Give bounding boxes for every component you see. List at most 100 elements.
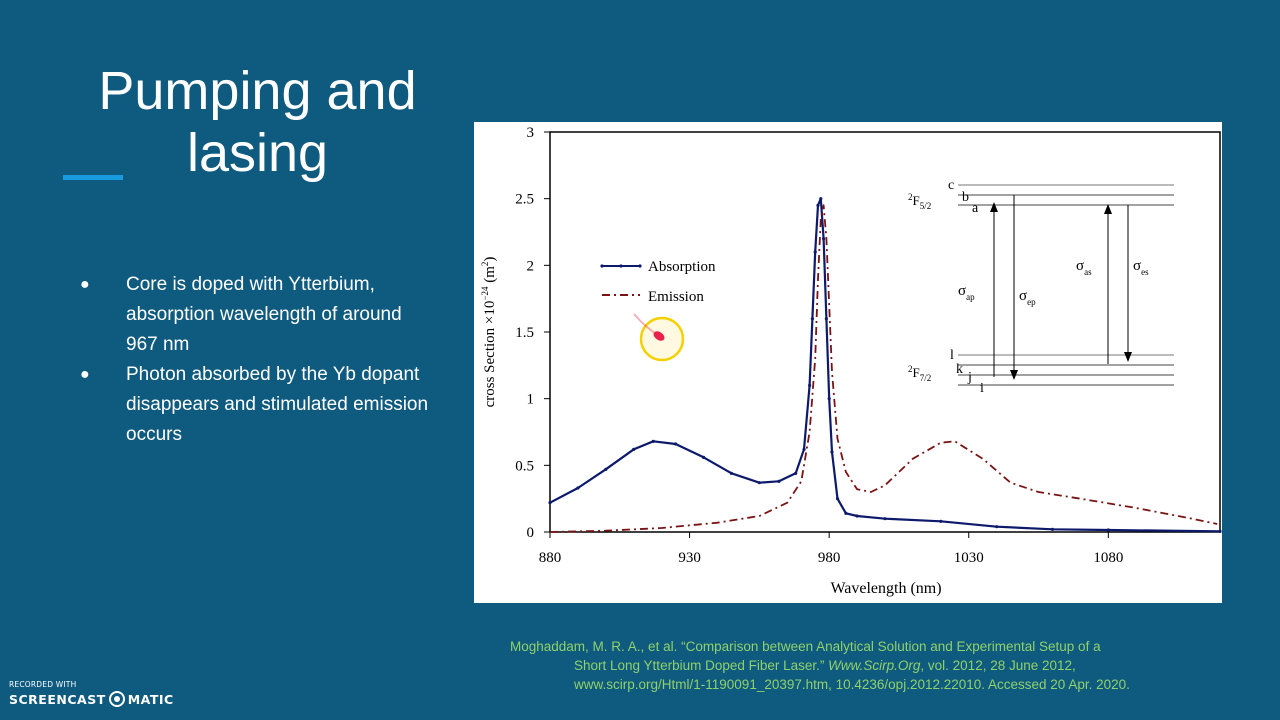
y-axis-title-unit: (m xyxy=(482,266,498,287)
title-line-2: lasing xyxy=(186,123,329,183)
lower-manifold-label: 2F7/2 xyxy=(908,364,931,383)
level-b-label: b xyxy=(962,190,969,205)
y-axis-title: cross Section ×10−24 (m2) xyxy=(480,257,498,408)
y-tick-label: 0 xyxy=(527,525,535,541)
series-absorption-point xyxy=(808,383,812,387)
lower-manifold-sup: 2 xyxy=(908,364,913,374)
watermark-right-text: MATIC xyxy=(127,691,174,707)
upper-manifold-label: 2F5/2 xyxy=(908,192,931,211)
cross-section-chart: 0 0.5 1 1.5 2 2.5 3 880 930 980 1030 1080 Wavelengt… xyxy=(480,125,1222,597)
legend-absorption-marker xyxy=(600,264,604,268)
sigma-ap-sub: ap xyxy=(966,292,975,302)
sigma-es-arrowhead xyxy=(1124,352,1132,362)
title-line-1: Pumping and xyxy=(98,61,417,121)
level-k-label: k xyxy=(956,362,963,377)
series-absorption-point xyxy=(1106,528,1110,532)
lower-manifold-symbol: F xyxy=(913,365,920,380)
upper-manifold-sub: 5/2 xyxy=(920,201,932,211)
slide-title: Pumping and lasing xyxy=(60,60,455,184)
series-absorption-point xyxy=(701,455,706,459)
legend-absorption-marker xyxy=(619,264,623,268)
upper-manifold-symbol: F xyxy=(913,193,920,208)
series-absorption-point xyxy=(802,447,806,451)
series-absorption-point xyxy=(777,479,781,483)
record-button-icon xyxy=(108,691,125,707)
legend-absorption-label: Absorption xyxy=(648,259,716,275)
series-absorption-point xyxy=(810,317,815,321)
citation-line-1: Moghaddam, M. R. A., et al. “Comparison … xyxy=(510,639,1101,654)
series-absorption-point xyxy=(883,517,887,521)
level-j-label: j xyxy=(967,370,972,385)
sigma-ep-symbol: σ xyxy=(1019,288,1027,304)
y-tick-label: 1.5 xyxy=(515,325,534,341)
series-absorption-line xyxy=(549,197,1221,533)
bullet-list: ● Core is doped with Ytterbium, absorpti… xyxy=(80,270,430,450)
cross-section-figure: 0 0.5 1 1.5 2 2.5 3 880 930 980 1030 1080 Wavelengt… xyxy=(474,122,1222,603)
axis-ticks: 0 0.5 1 1.5 2 2.5 3 880 930 980 1030 1080 xyxy=(515,125,1123,566)
series-absorption-point xyxy=(576,486,580,490)
series-absorption-point xyxy=(830,450,834,454)
watermark-recorded-with: RECORDED WITH xyxy=(9,680,77,689)
y-axis-title-main: cross Section ×10 xyxy=(482,301,498,408)
sigma-ep-sub: ep xyxy=(1027,297,1036,307)
series-absorption-point xyxy=(632,447,636,451)
legend-absorption-marker xyxy=(638,264,642,268)
x-tick-label: 1030 xyxy=(954,550,984,566)
sigma-ep-label: σep xyxy=(1019,288,1036,307)
level-a-label: a xyxy=(972,201,979,216)
series-absorption-point xyxy=(794,471,798,475)
cursor-highlight xyxy=(633,313,685,362)
citation-title-tail: Short Long Ytterbium Doped Fiber Laser.” xyxy=(574,658,829,673)
x-tick-label: 930 xyxy=(678,550,701,566)
bullet-item: ● Photon absorbed by the Yb dopant disap… xyxy=(80,360,430,450)
level-i-label: i xyxy=(980,381,984,396)
series-absorption-point xyxy=(813,250,817,254)
bullet-text: Core is doped with Ytterbium, absorption… xyxy=(126,274,402,355)
series-group xyxy=(548,197,1222,533)
watermark-left-text: SCREENCAST xyxy=(9,691,106,707)
bullet-item: ● Core is doped with Ytterbium, absorpti… xyxy=(80,270,430,360)
series-absorption-point xyxy=(995,525,999,529)
series-absorption-point xyxy=(1218,529,1222,533)
citation-journal: Www.Scirp.Org xyxy=(828,658,921,673)
bullet-dot: ● xyxy=(80,276,90,293)
upper-manifold-sup: 2 xyxy=(908,192,913,202)
series-absorption-point xyxy=(604,467,608,471)
series-emission-line xyxy=(549,204,1218,533)
series-absorption-point xyxy=(824,317,828,321)
screencast-watermark: RECORDED WITH SCREENCAST MATIC xyxy=(9,680,174,707)
bullet-dot: ● xyxy=(80,366,90,383)
y-axis-title-close: ) xyxy=(482,257,498,262)
sigma-ap-symbol: σ xyxy=(958,283,966,299)
sigma-as-sub: as xyxy=(1084,267,1092,277)
series-absorption-point xyxy=(816,203,820,207)
x-tick-label: 1080 xyxy=(1093,550,1123,566)
bullet-text: Photon absorbed by the Yb dopant disappe… xyxy=(126,364,429,445)
sigma-ap-label: σap xyxy=(958,283,975,302)
series-absorption-point xyxy=(939,519,943,523)
cursor-pointer-icon xyxy=(653,331,665,341)
sigma-ep-arrowhead xyxy=(1010,370,1018,380)
citation-details: , vol. 2012, 28 June 2012, www.scirp.org… xyxy=(574,658,1130,692)
series-absorption-point xyxy=(651,439,655,443)
series-absorption-point xyxy=(757,481,761,485)
y-tick-label: 2 xyxy=(527,258,535,274)
watermark-logo: SCREENCAST MATIC xyxy=(9,691,174,707)
legend: Absorption Emission xyxy=(600,259,716,305)
energy-level-diagram: c b a l k j i 2F5/2 2F7/2 σap σep σas σe… xyxy=(908,178,1174,396)
y-tick-label: 2.5 xyxy=(515,192,534,208)
sigma-es-label: σes xyxy=(1133,258,1149,277)
series-absorption-point xyxy=(729,471,734,475)
legend-emission-label: Emission xyxy=(648,289,704,305)
level-l-label: l xyxy=(950,348,954,363)
y-tick-label: 3 xyxy=(527,125,535,141)
series-absorption-point xyxy=(1050,527,1055,531)
x-axis-title: Wavelength (nm) xyxy=(830,580,941,597)
citation: Moghaddam, M. R. A., et al. “Comparison … xyxy=(510,637,1170,694)
y-axis-title-exponent: −24 xyxy=(480,286,490,301)
series-absorption-point xyxy=(819,197,823,201)
y-tick-label: 1 xyxy=(527,392,535,408)
series-absorption-point xyxy=(844,511,848,515)
lower-manifold-sub: 7/2 xyxy=(920,373,932,383)
series-absorption-point xyxy=(855,514,859,518)
